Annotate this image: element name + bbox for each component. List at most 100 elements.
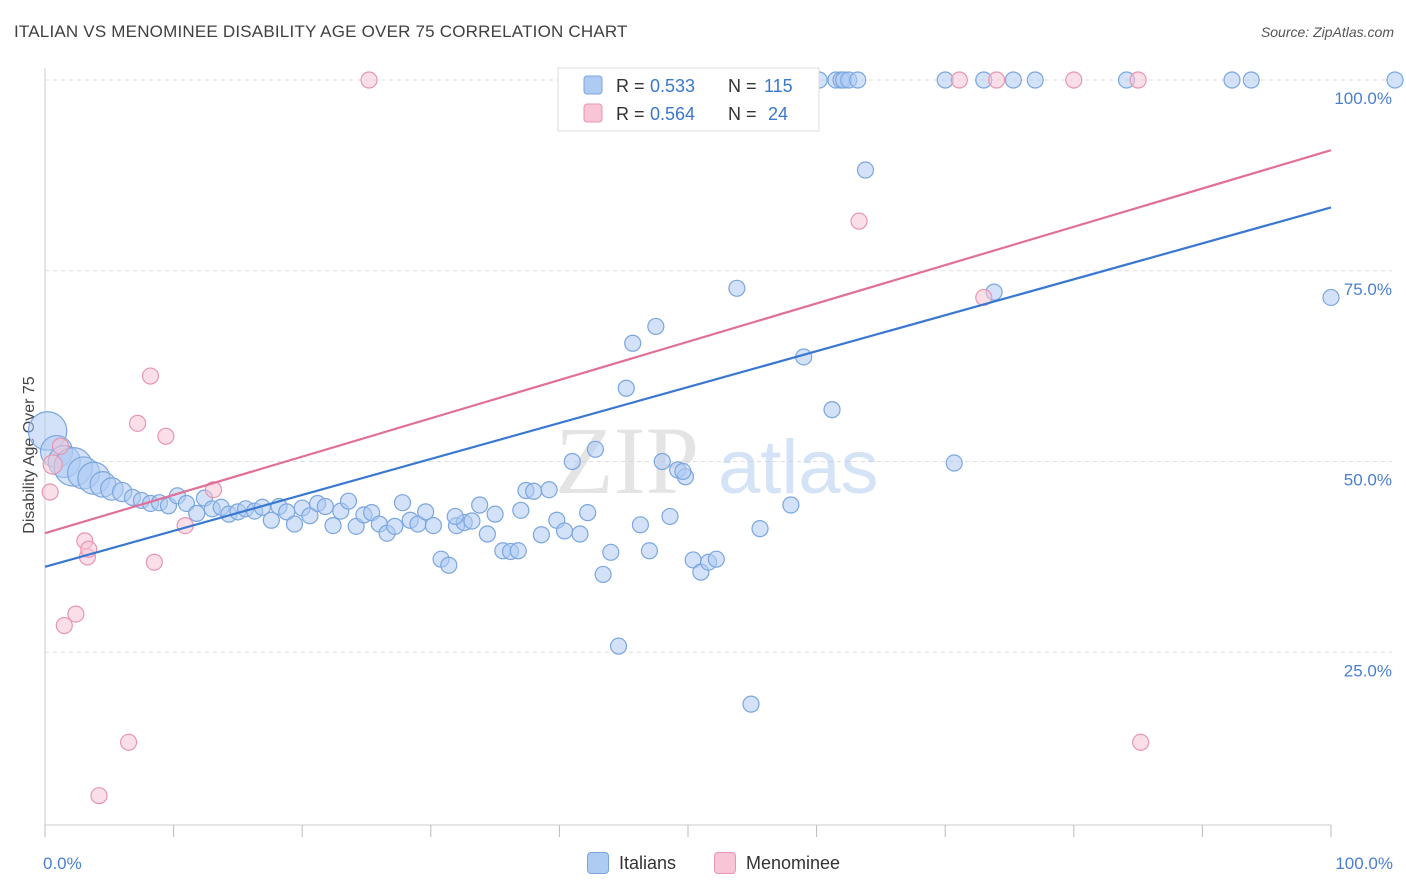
italians-point-25	[262, 511, 280, 529]
legend-n-value-menominee: 24	[768, 104, 788, 124]
italians-point-51	[463, 512, 481, 530]
italians-point-15	[177, 494, 196, 513]
italians-point-60	[532, 526, 550, 544]
italians-points	[27, 71, 1404, 713]
legend-r-label-italians: R =	[616, 76, 645, 96]
italians-point-93	[742, 695, 760, 713]
italians-point-92	[728, 279, 746, 297]
italians-point-75	[653, 452, 671, 471]
italians-point-110	[945, 454, 963, 472]
italians-point-117	[624, 334, 642, 352]
menominee-point-2	[51, 437, 70, 455]
source-credit: Source: ZipAtlas.com	[1260, 24, 1394, 40]
italians-point-73	[640, 542, 659, 560]
menominee-point-4	[67, 605, 85, 623]
y-axis-label: Disability Age Over 75	[21, 376, 38, 534]
legend-swatch-menominee	[583, 103, 603, 123]
italians-point-116	[1322, 288, 1340, 307]
italians-point-74	[647, 317, 665, 336]
menominee-point-18	[950, 71, 968, 89]
legend-swatch-italians	[583, 75, 603, 95]
italians-point-107	[1026, 71, 1044, 89]
x-tick-label-0: 0.0%	[43, 854, 82, 873]
y-tick-labels: 25.0% 50.0% 75.0% 100.0%	[1334, 89, 1392, 680]
italians-point-71	[617, 379, 635, 397]
italians-point-32	[316, 497, 334, 516]
italians-point-106	[1004, 71, 1022, 89]
italians-point-76	[661, 507, 679, 526]
italians-point-83	[674, 462, 692, 481]
menominee-point-12	[145, 553, 163, 571]
italians-point-61	[540, 481, 558, 499]
legend-item-menominee: Menominee	[714, 852, 840, 874]
legend-n-value-italians: 115	[764, 76, 793, 96]
italians-trend-line	[44, 206, 1332, 568]
x-tick-labels: 0.0% 100.0%	[43, 854, 1393, 873]
menominee-point-21	[1065, 71, 1083, 89]
italians-point-33	[324, 516, 342, 535]
italians-point-16	[188, 504, 206, 522]
italians-point-59	[525, 482, 543, 500]
italians-point-109	[856, 161, 875, 179]
x-tick-label-100: 100.0%	[1335, 854, 1393, 873]
italians-point-82	[707, 550, 725, 568]
italians-point-95	[782, 496, 800, 514]
legend-item-italians: Italians	[587, 852, 676, 874]
italians-point-67	[586, 440, 605, 458]
italians-point-114	[1242, 71, 1260, 89]
italians-point-64	[563, 452, 581, 471]
italians-point-115	[1386, 71, 1404, 89]
menominee-point-1	[42, 454, 63, 475]
italians-point-42	[393, 494, 412, 512]
legend-r-value-menominee: 0.564	[650, 104, 695, 124]
trend-lines	[44, 149, 1332, 568]
menominee-point-0	[41, 483, 59, 501]
menominee-point-13	[157, 427, 175, 445]
italians-point-53	[478, 525, 496, 543]
italians-point-94	[751, 520, 769, 538]
legend-label-italians: Italians	[619, 852, 677, 873]
y-tick-label-50: 50.0%	[1344, 471, 1392, 490]
italians-point-52	[471, 496, 489, 514]
y-tick-label-100: 100.0%	[1334, 89, 1392, 108]
y-tick-label-25: 25.0%	[1344, 661, 1392, 680]
chart-title: ITALIAN VS MENOMINEE DISABILITY AGE OVER…	[14, 22, 628, 41]
menominee-point-11	[141, 367, 160, 385]
menominee-point-9	[119, 733, 138, 751]
menominee-point-10	[128, 414, 147, 432]
legend-label-menominee: Menominee	[746, 852, 841, 873]
italians-point-45	[417, 503, 435, 521]
italians-point-119	[446, 507, 464, 526]
legend-n-label-italians: N =	[728, 76, 757, 96]
watermark: ZIP atlas	[555, 407, 879, 514]
italians-point-46	[424, 516, 442, 535]
italians-point-30	[301, 507, 319, 525]
legend-n-label-menominee: N =	[728, 104, 757, 124]
grid	[45, 79, 1392, 653]
italians-point-69	[602, 543, 620, 561]
italians-point-65	[571, 525, 589, 543]
italians-point-54	[486, 505, 504, 523]
watermark-atlas: atlas	[718, 425, 879, 510]
italians-point-41	[386, 517, 404, 535]
menominee-point-22	[1129, 71, 1147, 89]
menominee-trend-line	[44, 149, 1332, 535]
italians-point-66	[579, 504, 597, 522]
italians-point-70	[609, 637, 628, 655]
x-ticks	[44, 825, 1332, 837]
italians-point-63	[555, 522, 574, 540]
italians-point-28	[285, 515, 304, 533]
menominee-point-23	[1132, 733, 1150, 751]
menominee-point-19	[988, 71, 1006, 89]
italians-point-35	[339, 492, 358, 510]
legend-top: R = 0.533 N = 115 R = 0.564 N = 24	[557, 67, 820, 132]
y-tick-label-75: 75.0%	[1344, 280, 1392, 299]
menominee-point-16	[360, 71, 378, 89]
italians-point-118	[512, 501, 530, 519]
legend-r-label-menominee: R =	[616, 104, 645, 124]
menominee-point-17	[850, 212, 868, 230]
menominee-point-8	[90, 787, 108, 805]
legend-r-value-italians: 0.533	[650, 76, 695, 96]
legend-bottom: Italians Menominee	[0, 851, 1406, 879]
